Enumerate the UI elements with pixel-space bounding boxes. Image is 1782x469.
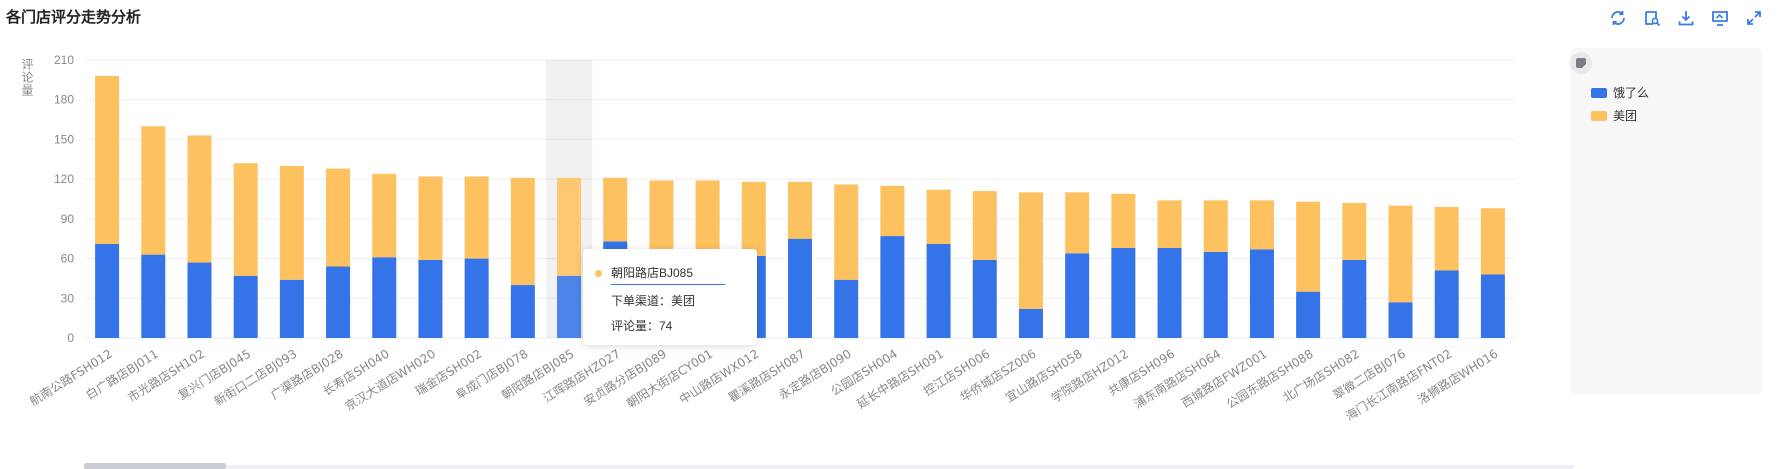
bar-eleme bbox=[1157, 247, 1182, 338]
bar-meituan bbox=[233, 163, 258, 276]
bar-eleme bbox=[788, 238, 812, 338]
bar-eleme bbox=[418, 259, 443, 338]
y-tick-label: 180 bbox=[54, 93, 74, 107]
bar-eleme bbox=[187, 262, 212, 338]
bar-meituan bbox=[95, 75, 120, 245]
x-tick-label: 新街口二店BJ093 bbox=[211, 346, 299, 409]
legend-toggle-icon[interactable] bbox=[1570, 52, 1592, 74]
bar-meituan bbox=[510, 177, 535, 286]
bar-meituan bbox=[1111, 193, 1136, 248]
y-tick-label: 60 bbox=[61, 252, 75, 266]
y-tick-label: 30 bbox=[61, 291, 75, 305]
bar-meituan bbox=[1249, 200, 1274, 250]
bar-eleme bbox=[233, 275, 258, 338]
hover-overlay bbox=[557, 177, 582, 338]
bar-meituan bbox=[141, 126, 166, 255]
bar-eleme bbox=[1111, 247, 1136, 338]
bar-meituan bbox=[1434, 206, 1459, 271]
bar-meituan bbox=[464, 176, 489, 259]
bar-meituan bbox=[972, 191, 997, 260]
bar-meituan bbox=[187, 135, 212, 263]
scroll-track[interactable] bbox=[84, 465, 1574, 469]
bar-meituan bbox=[1065, 192, 1090, 254]
bar-meituan bbox=[1342, 202, 1367, 260]
fullscreen-icon[interactable] bbox=[1744, 8, 1764, 28]
x-tick-label: 航南公路FSH012 bbox=[27, 346, 115, 409]
x-tick-label: 中山路店WX012 bbox=[676, 346, 761, 407]
bar-eleme bbox=[1065, 253, 1090, 338]
refresh-icon[interactable] bbox=[1608, 8, 1628, 28]
bar-eleme bbox=[880, 236, 905, 338]
bar-eleme bbox=[464, 258, 489, 338]
y-tick-label: 150 bbox=[54, 132, 74, 146]
bar-eleme bbox=[95, 244, 120, 338]
bar-meituan bbox=[695, 180, 720, 252]
bar-eleme bbox=[1388, 302, 1413, 338]
zoom-icon[interactable] bbox=[1642, 8, 1662, 28]
legend-item-meituan[interactable]: 美团 bbox=[1591, 107, 1637, 124]
legend-label: 美团 bbox=[1613, 109, 1638, 123]
y-tick-label: 120 bbox=[54, 172, 74, 186]
legend-swatch bbox=[1591, 110, 1607, 121]
bar-meituan bbox=[1018, 192, 1043, 309]
bar-meituan bbox=[741, 181, 766, 256]
bar-meituan bbox=[649, 180, 674, 259]
data-view-icon[interactable] bbox=[1710, 8, 1730, 28]
bar-meituan bbox=[326, 168, 351, 267]
bar-eleme bbox=[326, 266, 351, 338]
bar-eleme bbox=[1434, 270, 1459, 338]
bar-meituan bbox=[834, 184, 859, 280]
bar-meituan bbox=[1480, 208, 1505, 275]
chart-toolbar bbox=[1608, 8, 1764, 28]
bar-eleme bbox=[1480, 274, 1505, 338]
bar-eleme bbox=[141, 254, 166, 338]
x-tick-label: 学院路店HZ012 bbox=[1048, 346, 1131, 405]
bar-eleme bbox=[1203, 251, 1228, 338]
bar-meituan bbox=[788, 181, 812, 239]
bar-meituan bbox=[926, 189, 951, 245]
bar-eleme bbox=[1018, 308, 1043, 338]
chart-title: 各门店评分走势分析 bbox=[6, 9, 142, 26]
bar-meituan bbox=[1296, 201, 1321, 292]
download-icon[interactable] bbox=[1676, 8, 1696, 28]
x-tick-label: 宜山路店SH058 bbox=[1003, 346, 1085, 405]
chart-tooltip: 朝阳路店BJ085 下单渠道：美团 评论量：74 bbox=[583, 249, 757, 345]
bar-eleme bbox=[557, 275, 582, 338]
bar-eleme bbox=[510, 285, 535, 338]
x-tick-label: 洛狮路店WH016 bbox=[1415, 346, 1501, 407]
bar-eleme bbox=[926, 244, 951, 338]
tooltip-channel: 下单渠道：美团 bbox=[611, 294, 696, 308]
bar-eleme bbox=[1342, 259, 1367, 338]
legend-item-eleme[interactable]: 饿了么 bbox=[1591, 84, 1649, 101]
bar-eleme bbox=[972, 259, 997, 338]
bar-meituan bbox=[603, 177, 628, 242]
bar-meituan bbox=[1157, 200, 1182, 248]
legend-label: 饿了么 bbox=[1613, 86, 1650, 100]
bar-meituan bbox=[1388, 205, 1413, 303]
legend-swatch bbox=[1591, 87, 1607, 98]
y-tick-label: 210 bbox=[54, 53, 74, 67]
bar-meituan bbox=[418, 176, 443, 260]
bar-meituan bbox=[880, 185, 905, 237]
y-tick-label: 0 bbox=[67, 331, 74, 345]
x-tick-label: 市光路店SH102 bbox=[125, 346, 207, 405]
bar-eleme bbox=[372, 257, 397, 338]
y-axis-label: 评论量 bbox=[20, 58, 34, 97]
bar-meituan bbox=[557, 177, 582, 276]
tooltip-value: 评论量：74 bbox=[611, 319, 673, 333]
tooltip-title: 朝阳路店BJ085 bbox=[611, 264, 725, 285]
bar-meituan bbox=[372, 173, 397, 258]
scroll-thumb[interactable] bbox=[84, 463, 226, 469]
x-tick-label: 瞿溪路店SH087 bbox=[725, 346, 807, 405]
bar-eleme bbox=[1249, 249, 1274, 338]
tooltip-marker bbox=[595, 270, 602, 277]
bar-meituan bbox=[279, 165, 304, 280]
bar-eleme bbox=[1296, 291, 1321, 338]
y-tick-label: 90 bbox=[61, 212, 75, 226]
legend-panel bbox=[1570, 48, 1762, 394]
bar-eleme bbox=[279, 279, 304, 338]
bar-eleme bbox=[834, 279, 859, 338]
bar-meituan bbox=[1203, 200, 1228, 252]
